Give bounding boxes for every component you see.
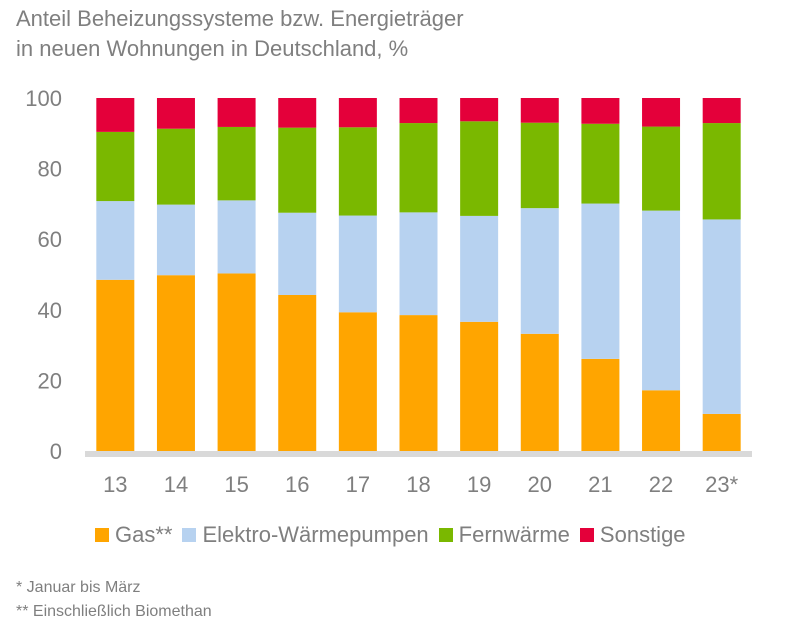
bar-segment-sonstige	[702, 98, 741, 124]
x-tick-label: 21	[588, 472, 612, 497]
bar-segment-fernwrme	[642, 126, 681, 211]
bar-segment-gas	[96, 279, 135, 451]
chart-title-line-2: in neuen Wohnungen in Deutschland, %	[16, 36, 409, 61]
legend-swatch-gas	[95, 528, 109, 542]
bar-segment-elektrowrmepumpen	[217, 200, 256, 274]
footnote-biomethan: ** Einschließlich Biomethan	[16, 603, 212, 620]
footnotes: * Januar bis März ** Einschließlich Biom…	[16, 576, 212, 624]
bar-segment-sonstige	[338, 98, 377, 128]
bar-segment-fernwrme	[278, 127, 317, 213]
bar-segment-fernwrme	[520, 122, 559, 209]
legend-item-fernwaerme: Fernwärme	[438, 522, 570, 548]
bar-segment-elektrowrmepumpen	[460, 215, 499, 322]
bar-segment-gas	[338, 312, 377, 451]
bar-segment-elektrowrmepumpen	[642, 210, 681, 391]
legend-item-gas: Gas**	[95, 522, 172, 548]
chart-legend: Gas** Elektro-Wärmepumpen Fernwärme Sons…	[0, 522, 804, 548]
bar-segment-gas	[399, 315, 438, 451]
x-tick-label: 13	[103, 472, 127, 497]
x-tick-label: 22	[649, 472, 673, 497]
footnote-january-march: * Januar bis März	[16, 579, 141, 596]
legend-label-sonstige: Sonstige	[599, 522, 686, 547]
bar-segment-gas	[702, 413, 741, 451]
bar-segment-elektrowrmepumpen	[338, 215, 377, 313]
x-tick-label: 23*	[705, 472, 738, 497]
bar-segment-sonstige	[278, 98, 317, 128]
bar-segment-gas	[520, 333, 559, 451]
bar-segment-sonstige	[399, 98, 438, 124]
bar-segment-gas	[217, 273, 256, 451]
bar-segment-sonstige	[642, 98, 681, 127]
x-tick-label: 14	[164, 472, 188, 497]
chart-title: Anteil Beheizungssysteme bzw. Energieträ…	[16, 4, 464, 64]
legend-label-gas: Gas**	[115, 522, 173, 547]
legend-item-sonstige: Sonstige	[579, 522, 686, 548]
bar-segment-elektrowrmepumpen	[399, 212, 438, 316]
bar-segment-sonstige	[217, 98, 256, 127]
legend-item-elektro-waermepumpen: Elektro-Wärmepumpen	[182, 522, 429, 548]
y-tick-label: 60	[38, 227, 62, 252]
bar-segment-fernwrme	[581, 123, 620, 204]
y-tick-label: 80	[38, 157, 62, 182]
bar-segment-fernwrme	[156, 128, 195, 205]
bar-segment-fernwrme	[702, 123, 741, 220]
bar-segment-sonstige	[460, 98, 499, 122]
bar-segment-fernwrme	[399, 123, 438, 213]
bar-segment-gas	[581, 358, 620, 451]
x-tick-label: 20	[528, 472, 552, 497]
x-tick-label: 17	[346, 472, 370, 497]
bar-segment-elektrowrmepumpen	[702, 219, 741, 414]
bar-segment-fernwrme	[96, 131, 135, 202]
bar-segment-gas	[156, 275, 195, 451]
x-tick-label: 19	[467, 472, 491, 497]
x-axis-line	[85, 451, 752, 457]
bar-segment-gas	[460, 321, 499, 451]
bar-segment-elektrowrmepumpen	[520, 208, 559, 334]
x-tick-label: 15	[224, 472, 248, 497]
bar-segment-sonstige	[96, 98, 135, 132]
bar-segment-fernwrme	[217, 126, 256, 201]
bar-segment-sonstige	[581, 98, 620, 124]
legend-label-elektro-waermepumpen: Elektro-Wärmepumpen	[202, 522, 429, 547]
legend-label-fernwaerme: Fernwärme	[458, 522, 570, 547]
bar-segment-elektrowrmepumpen	[581, 203, 620, 359]
x-tick-label: 18	[406, 472, 430, 497]
bar-segment-sonstige	[520, 98, 559, 123]
chart-title-line-1: Anteil Beheizungssysteme bzw. Energieträ…	[16, 6, 464, 31]
bar-segment-sonstige	[156, 98, 195, 129]
legend-swatch-sonstige	[579, 528, 594, 542]
y-tick-label: 20	[38, 368, 62, 393]
y-tick-label: 40	[38, 298, 62, 323]
x-tick-label: 16	[285, 472, 309, 497]
stacked-bar-chart: 0 20 40 60 80 100 13 14 15 16 17 18 19 20 21 22 23*	[25, 86, 752, 497]
bar-segment-fernwrme	[338, 127, 377, 216]
bar-segment-elektrowrmepumpen	[96, 201, 135, 280]
bar-segment-gas	[642, 390, 681, 451]
legend-swatch-elektro-waermepumpen	[182, 528, 197, 542]
bar-segment-gas	[278, 294, 317, 451]
bar-segment-fernwrme	[460, 121, 499, 216]
bar-segment-elektrowrmepumpen	[156, 204, 195, 276]
y-tick-label: 0	[50, 439, 62, 464]
bar-segment-elektrowrmepumpen	[278, 212, 317, 295]
y-tick-label: 100	[25, 86, 62, 111]
legend-swatch-fernwaerme	[438, 528, 453, 542]
